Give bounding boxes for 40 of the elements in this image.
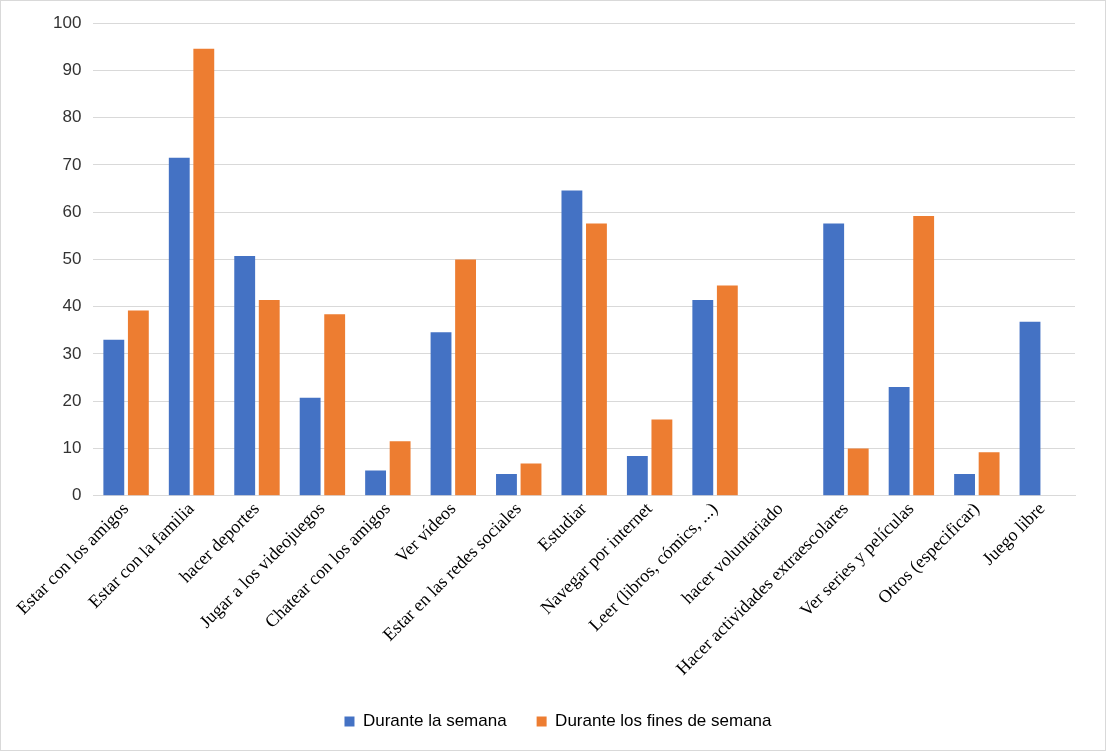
bar [103,339,125,496]
y-tick-label: 50 [62,249,82,269]
y-tick-label: 100 [52,12,82,32]
bar [365,470,387,496]
bar [234,256,256,496]
bar [389,441,411,496]
bar [954,473,975,496]
bar [1019,321,1041,496]
bar [455,259,476,496]
bar [193,48,215,496]
bar [692,300,714,496]
bar [324,314,346,496]
bar [520,463,542,496]
y-tick-label: 80 [62,107,82,127]
y-tick-label: 90 [62,60,82,80]
y-tick-label: 0 [71,485,82,505]
bar [430,332,452,496]
bar [888,386,910,496]
bar [847,448,869,496]
bar [496,473,517,496]
bar [823,223,845,496]
bar [299,397,321,496]
bar [716,285,738,496]
y-tick-label: 70 [62,154,82,174]
bar [626,455,648,496]
y-tick-label: 60 [62,201,82,221]
y-tick-label: 10 [62,438,82,458]
bar [586,223,607,496]
legend-label: Durante los fines de semana [555,711,773,731]
bar [258,300,280,496]
bar [651,419,673,496]
y-tick-label: 20 [62,390,82,410]
bar [978,452,1000,496]
bar [913,215,935,496]
bar [127,310,149,496]
bar [168,157,190,496]
legend-label: Durante la semana [362,711,508,731]
y-tick-label: 30 [62,343,82,363]
y-tick-label: 40 [62,296,82,316]
bar [561,190,583,496]
